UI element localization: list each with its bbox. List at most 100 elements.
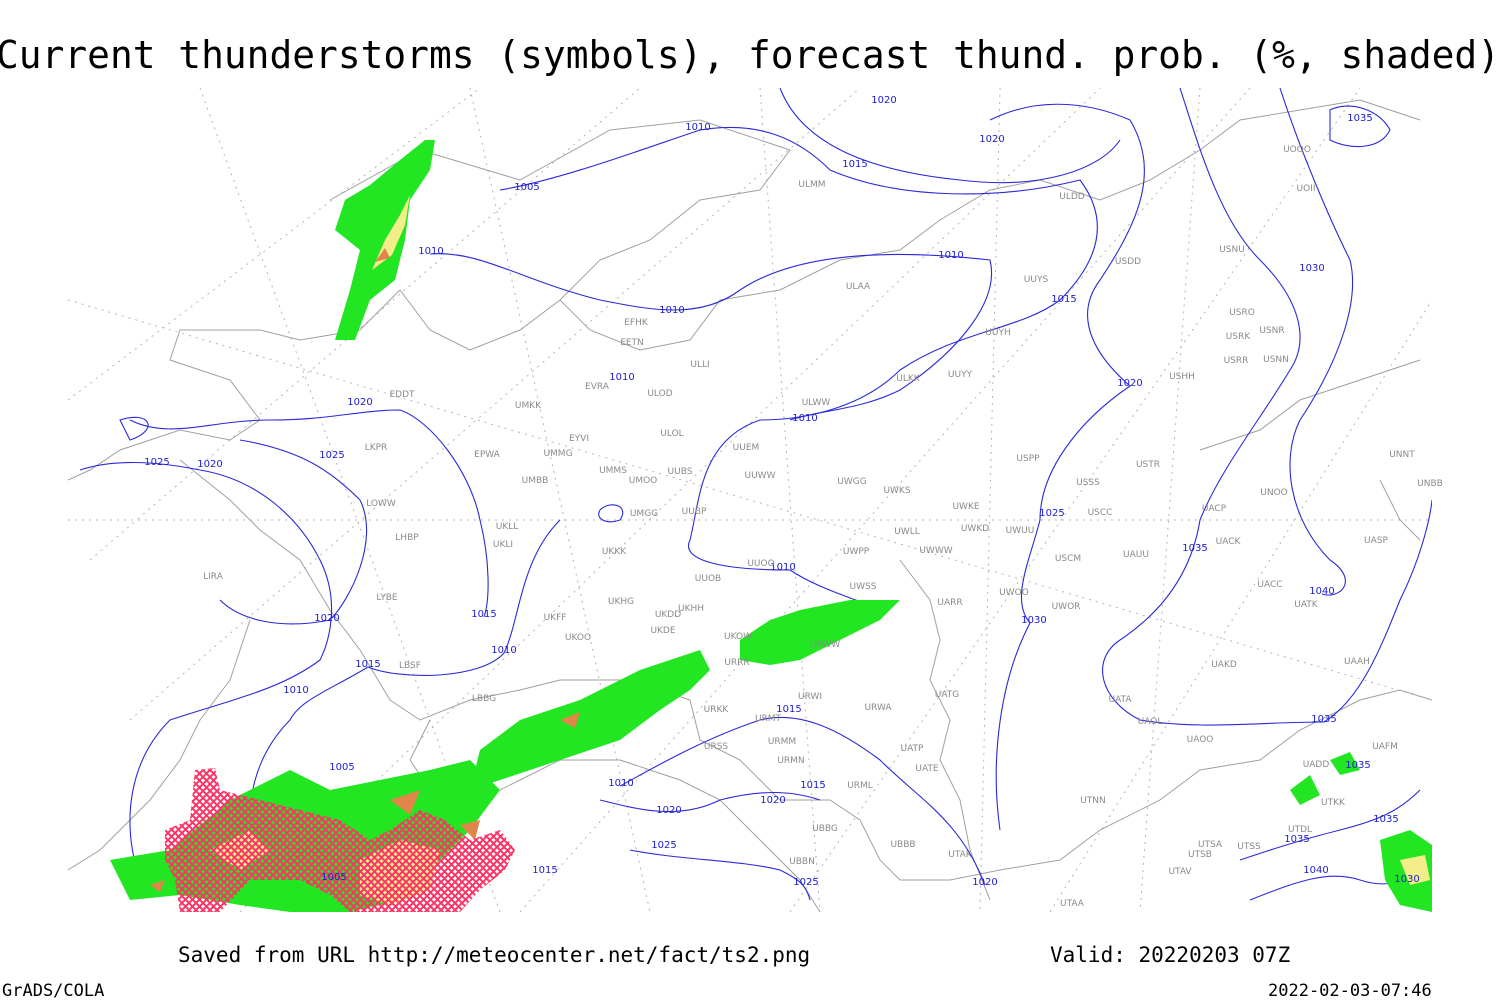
isobar-label: 1010	[938, 250, 963, 261]
station-label: UATP	[901, 744, 925, 754]
isobar-label: 1030	[1299, 263, 1324, 274]
isobar-label: 1030	[1394, 874, 1419, 885]
station-label: UTKK	[1321, 798, 1346, 808]
station-label: UATA	[1108, 695, 1132, 705]
station-label: LHBP	[395, 533, 419, 543]
station-label: UADD	[1303, 760, 1330, 770]
station-label: ULOL	[660, 429, 683, 439]
isobars	[79, 88, 1432, 901]
station-label: UWLL	[894, 527, 920, 537]
station-label: UAOO	[1187, 735, 1214, 745]
station-label: UBBG	[812, 824, 838, 834]
station-label: URWA	[864, 703, 892, 713]
station-label: USHH	[1169, 372, 1195, 382]
station-label: ULDD	[1059, 192, 1085, 202]
station-label: USSS	[1076, 478, 1100, 488]
station-label: UTSA	[1198, 840, 1223, 850]
station-label: EETN	[620, 338, 644, 348]
station-label: UTAK	[948, 850, 973, 860]
station-label: UAUU	[1123, 550, 1149, 560]
station-label: LOWW	[366, 499, 396, 509]
station-label: UTAV	[1168, 867, 1192, 877]
station-label: UUWW	[745, 471, 776, 481]
isobar-label: 1025	[651, 840, 676, 851]
isobar-label: 1015	[1051, 294, 1076, 305]
station-label: UOOO	[1283, 145, 1311, 155]
isobar-label: 1035	[1182, 543, 1207, 554]
isobar-label: 1010	[283, 685, 308, 696]
station-label: UWOR	[1052, 602, 1081, 612]
station-label: USCC	[1088, 508, 1113, 518]
station-label: EFHK	[624, 318, 649, 328]
station-label: UATE	[915, 764, 939, 774]
station-label: UKOW	[724, 632, 752, 642]
station-label: UWUU	[1006, 526, 1035, 536]
station-label: UMMG	[543, 449, 572, 459]
isobar-label: 1010	[685, 122, 710, 133]
source-note: Saved from URL http://meteocenter.net/fa…	[178, 943, 810, 967]
station-label: UMGG	[630, 509, 658, 519]
station-label: UUEM	[733, 443, 760, 453]
isobar-label: 1035	[1347, 113, 1372, 124]
isobar-label: 1005	[514, 182, 539, 193]
station-label: UMMS	[599, 466, 627, 476]
station-label: EVRA	[585, 382, 610, 392]
station-label: UOII	[1297, 184, 1316, 194]
timestamp: 2022-02-03-07:46	[1268, 981, 1432, 1000]
station-label: UKHG	[608, 597, 634, 607]
station-label: UACC	[1257, 580, 1282, 590]
isobar-label: 1040	[1303, 865, 1328, 876]
map	[68, 88, 1432, 912]
station-label: UACK	[1216, 537, 1242, 547]
station-label: UUOO	[747, 559, 774, 569]
station-label: UBBB	[890, 840, 915, 850]
station-label: UACP	[1202, 504, 1227, 514]
title: Current thunderstorms (symbols), forecas…	[0, 33, 1500, 77]
station-label: UASP	[1364, 536, 1388, 546]
station-label: UAOL	[1138, 717, 1163, 727]
isobar-label: 1020	[197, 459, 222, 470]
station-label: UMBB	[522, 476, 549, 486]
station-label: UNBB	[1417, 479, 1443, 489]
station-label: EDDT	[389, 390, 415, 400]
isobar-label: 1015	[842, 159, 867, 170]
thunderstorm-symbols	[165, 768, 515, 912]
station-label: UNNT	[1389, 450, 1415, 460]
station-label: UAKD	[1211, 660, 1237, 670]
station-label: USDD	[1115, 257, 1141, 267]
isobar-label: 1035	[1345, 760, 1370, 771]
station-label: UWPP	[843, 547, 870, 557]
station-label: UUBP	[682, 507, 707, 517]
isobar-label: 1010	[491, 645, 516, 656]
isobar-label: 1025	[319, 450, 344, 461]
station-label: URWW	[810, 640, 840, 650]
station-label: LIRA	[203, 572, 224, 582]
station-label: UKDE	[650, 626, 675, 636]
isobar-label: 1025	[793, 877, 818, 888]
station-label: URMN	[777, 756, 804, 766]
station-label: USNU	[1219, 245, 1245, 255]
station-label: ULLI	[690, 360, 709, 370]
station-label: UKKK	[602, 547, 627, 557]
station-label: URRR	[724, 658, 749, 668]
station-label: UWSS	[850, 582, 877, 592]
isobar-label: 1010	[770, 562, 795, 573]
station-label: UWKD	[961, 524, 989, 534]
station-label: UAAH	[1344, 657, 1370, 667]
station-label: UNOO	[1260, 488, 1288, 498]
station-label: UWWW	[919, 546, 952, 556]
station-label: URSS	[704, 742, 729, 752]
isobar-label: 1010	[608, 778, 633, 789]
isobar-label: 1005	[321, 872, 346, 883]
station-label: UKHH	[678, 604, 704, 614]
station-label: UKOO	[565, 633, 591, 643]
isobar-label: 1025	[144, 457, 169, 468]
coastlines	[68, 99, 1432, 912]
station-label: UBBN	[789, 857, 815, 867]
station-label: URKK	[704, 705, 730, 715]
isobar-label: 1010	[792, 413, 817, 424]
station-label: LKPR	[365, 443, 388, 453]
station-label: USRR	[1224, 356, 1249, 366]
isobar-label: 1020	[656, 805, 681, 816]
station-label: UUYS	[1024, 275, 1049, 285]
